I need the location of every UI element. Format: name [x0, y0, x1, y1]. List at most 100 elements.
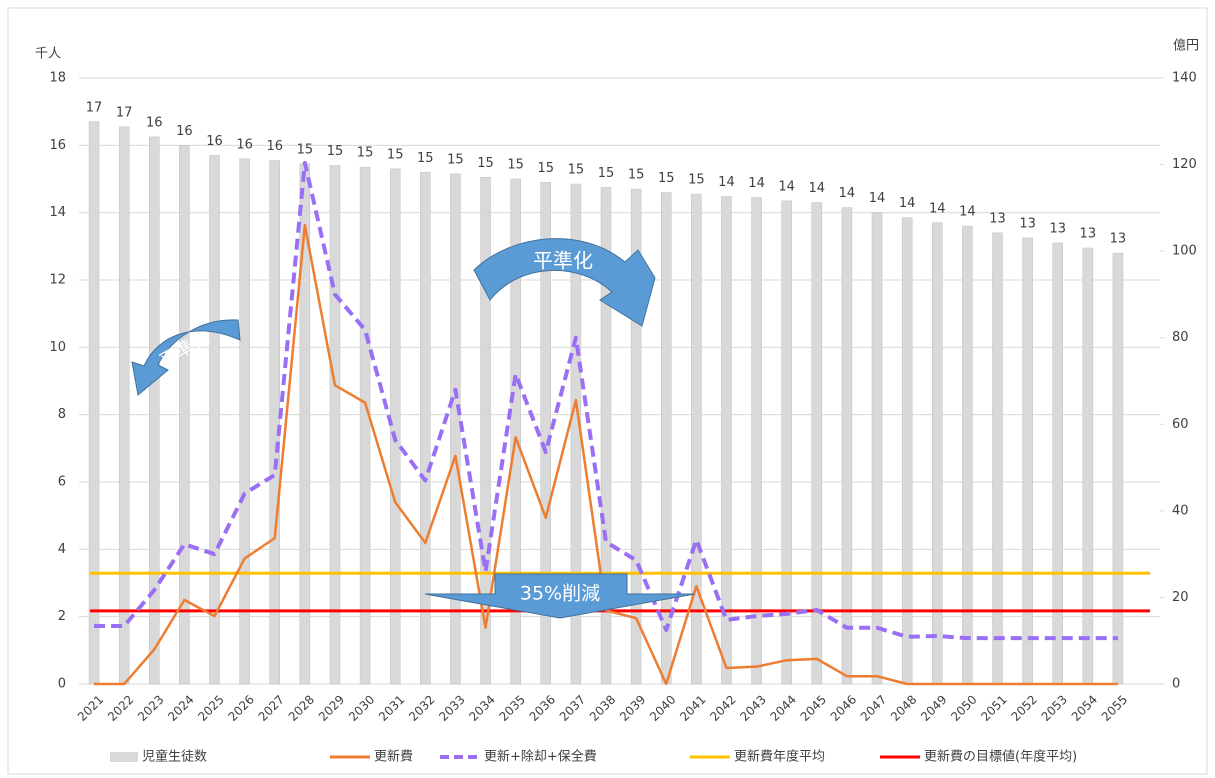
bar	[179, 145, 190, 685]
bar	[901, 217, 913, 685]
x-tick-label: 2038	[587, 692, 618, 723]
x-tick-label: 2024	[165, 692, 196, 723]
bar	[269, 160, 280, 685]
bar	[1052, 242, 1063, 685]
data-label: 14	[718, 175, 735, 190]
x-tick-label: 2028	[286, 692, 317, 723]
data-label: 15	[447, 152, 464, 167]
x-tick-label: 2023	[135, 692, 166, 723]
x-tick-label: 2045	[798, 692, 829, 723]
data-label: 15	[628, 168, 645, 183]
plot: 024681012141618020406080100120140千人億円202…	[35, 38, 1199, 724]
bar	[510, 178, 521, 685]
bar	[239, 158, 250, 685]
x-tick-label: 2032	[406, 692, 437, 723]
x-tick-label: 2042	[707, 692, 738, 723]
legend-label: 更新+除却+保全費	[484, 749, 597, 765]
x-tick-label: 2040	[647, 692, 678, 723]
frame	[7, 7, 1208, 775]
bar	[721, 196, 732, 685]
bar	[209, 155, 220, 685]
bar	[450, 173, 461, 685]
y2-tick-label: 120	[1172, 157, 1197, 172]
y-tick-label: 6	[58, 475, 66, 490]
data-label: 14	[839, 186, 856, 201]
y-tick-label: 16	[49, 138, 66, 153]
x-tick-label: 2047	[858, 692, 889, 723]
x-tick-label: 2026	[225, 692, 256, 723]
bar	[540, 182, 552, 685]
legend-label: 児童生徒数	[142, 749, 207, 765]
data-label: 14	[869, 191, 886, 206]
y-tick-label: 10	[49, 340, 66, 355]
legend: 児童生徒数 更新費 更新+除却+保全費 更新費年度平均 更新費の目標値(年度平均)	[110, 749, 1077, 765]
legend-label: 更新費年度平均	[734, 749, 825, 765]
x-tick-label: 2036	[527, 692, 558, 723]
curved-arrow	[131, 319, 241, 396]
x-tick-label: 2031	[376, 692, 407, 723]
data-label: 16	[266, 139, 283, 154]
x-tick-label: 2027	[256, 692, 287, 723]
annotation: 平準化	[533, 249, 593, 273]
x-tick-label: 2053	[1039, 692, 1070, 723]
bar	[630, 188, 642, 685]
x-tick-label: 2055	[1099, 692, 1130, 723]
data-label: 14	[899, 196, 916, 211]
data-label: 15	[537, 161, 554, 176]
bar	[1112, 252, 1124, 685]
data-label: 17	[116, 105, 133, 120]
y2-tick-label: 100	[1172, 244, 1197, 259]
x-tick-label: 2049	[918, 692, 949, 723]
data-label: 13	[1049, 221, 1066, 236]
bar	[420, 172, 431, 685]
data-label: 13	[989, 211, 1006, 226]
x-tick-label: 2033	[436, 692, 467, 723]
y2-tick-label: 0	[1172, 677, 1180, 692]
x-tick-label: 2043	[737, 692, 768, 723]
x-tick-label: 2039	[617, 692, 648, 723]
y-tick-label: 2	[58, 609, 66, 624]
y2-axis-label: 億円	[1173, 38, 1199, 54]
data-label: 14	[778, 179, 795, 194]
bar	[359, 166, 371, 685]
bar	[871, 212, 883, 685]
bar	[962, 225, 973, 685]
y-tick-label: 8	[58, 407, 66, 422]
data-label: 13	[1080, 227, 1097, 242]
x-tick-label: 2037	[557, 692, 588, 723]
bar	[600, 187, 612, 685]
data-label: 16	[176, 124, 193, 139]
x-tick-label: 2025	[195, 692, 226, 723]
x-tick-label: 2022	[105, 692, 136, 723]
bar	[389, 168, 401, 685]
data-label: 15	[598, 166, 615, 181]
bar	[811, 202, 823, 685]
data-label: 15	[357, 146, 374, 161]
line	[94, 160, 1118, 641]
y-tick-label: 4	[58, 542, 66, 557]
y-tick-label: 0	[58, 677, 66, 692]
data-label: 14	[959, 205, 976, 220]
data-label: 15	[568, 163, 585, 178]
y2-tick-label: 80	[1172, 330, 1189, 345]
bar	[932, 222, 943, 685]
data-label: 16	[146, 115, 163, 130]
line	[94, 223, 1118, 686]
data-label: 15	[327, 144, 344, 159]
down-arrow	[424, 573, 696, 619]
data-label: 15	[477, 156, 494, 171]
bar	[1082, 247, 1094, 685]
bar	[480, 177, 491, 685]
data-label: 15	[387, 147, 404, 162]
x-tick-label: 2054	[1069, 692, 1100, 723]
bar	[781, 200, 792, 685]
x-tick-label: 2050	[948, 692, 979, 723]
data-label: 14	[929, 201, 946, 216]
data-label: 14	[809, 181, 826, 196]
curved-arrow	[473, 238, 656, 327]
x-tick-label: 2052	[1008, 692, 1039, 723]
bar	[691, 193, 702, 685]
data-label: 13	[1019, 216, 1036, 231]
